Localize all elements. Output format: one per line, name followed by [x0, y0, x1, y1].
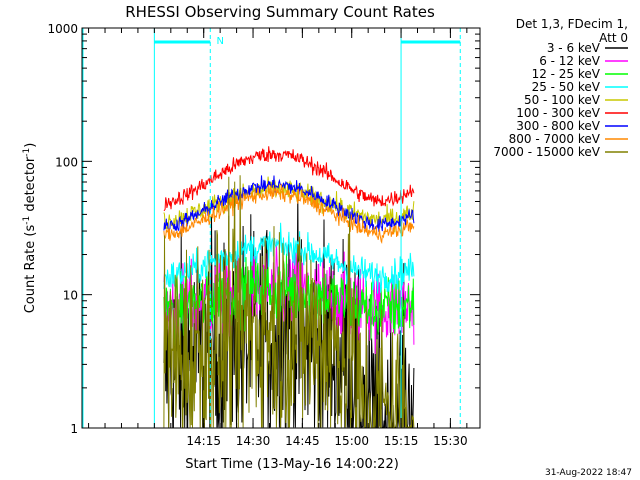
ylabel-sup2: -1	[22, 148, 32, 157]
legend-label-5: 100 - 300 keV	[516, 106, 600, 120]
series-line-5	[163, 146, 415, 212]
series-line-1	[163, 241, 415, 355]
series-line-3	[163, 222, 415, 294]
timestamp: 31-Aug-2022 18:47	[545, 468, 632, 478]
ylabel-mid: detector	[23, 156, 38, 216]
x-axis-label: Start Time (13-May-16 14:00:22)	[185, 457, 399, 472]
y-tick-label-2: 100	[55, 155, 78, 169]
x-tick-label-1: 14:30	[236, 434, 271, 448]
x-tick-label-2: 14:45	[285, 434, 320, 448]
chart-title: RHESSI Observing Summary Count Rates	[125, 3, 435, 21]
axes: 1 10 100 1000 14:15 14:30 14:45 15:00 15:15 15:30	[47, 22, 481, 448]
ylabel-sup: -1	[22, 216, 32, 225]
x-tick-label-4: 15:15	[384, 434, 419, 448]
legend-label-2: 12 - 25 keV	[532, 67, 601, 81]
plot-frame	[81, 27, 481, 429]
ylabel-prefix: Count Rate (s	[23, 225, 38, 314]
ylabel-suffix: )	[23, 143, 38, 148]
y-tick-label-0: 1	[70, 422, 78, 436]
legend-label-1: 6 - 12 keV	[539, 54, 601, 68]
series-layer	[163, 146, 415, 428]
y-tick-label-1: 10	[63, 289, 78, 303]
legend-header-line2: Att 0	[599, 31, 628, 45]
series-line-7	[163, 183, 415, 244]
legend-label-3: 25 - 50 keV	[532, 80, 601, 94]
legend-label-8: 7000 - 15000 keV	[493, 145, 600, 159]
night-bar-label-0: N	[217, 36, 224, 47]
x-tick-label-3: 15:00	[334, 434, 369, 448]
legend-label-4: 50 - 100 keV	[524, 93, 601, 107]
legend-label-0: 3 - 6 keV	[547, 41, 601, 55]
y-tick-label-3: 1000	[47, 22, 78, 36]
x-tick-label-5: 15:30	[433, 434, 468, 448]
x-tick-label-0: 14:15	[186, 434, 221, 448]
y-axis-label: Count Rate (s-1 detector-1)	[22, 143, 38, 314]
night-bars: N	[82, 28, 461, 428]
legend-label-7: 800 - 7000 keV	[509, 132, 601, 146]
series-line-8	[163, 175, 415, 428]
legend-label-6: 300 - 800 keV	[516, 119, 600, 133]
legend-header-line1: Det 1,3, FDecim 1,	[516, 17, 628, 31]
